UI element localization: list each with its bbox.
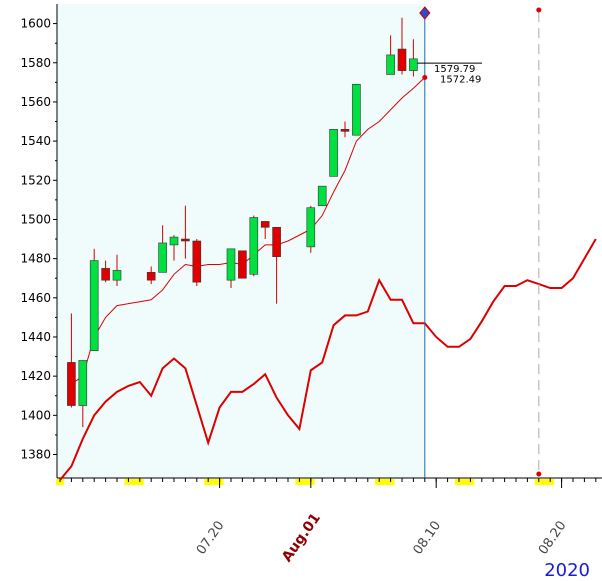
indicator-lines xyxy=(59,77,597,481)
candle-up xyxy=(226,248,236,281)
forecast-line xyxy=(59,238,597,481)
candle-up xyxy=(169,236,179,246)
candle-down xyxy=(67,362,76,406)
candle-down xyxy=(260,221,270,228)
y-tick-label: 1520 xyxy=(20,173,51,187)
y-tick-label: 1580 xyxy=(20,56,51,70)
average-label: 1572.49 xyxy=(440,74,481,85)
candle-up xyxy=(78,360,88,406)
average-marker xyxy=(422,74,428,80)
y-tick-label: 1440 xyxy=(20,330,51,344)
y-tick-label: 1560 xyxy=(20,95,51,109)
candle-down xyxy=(101,268,110,281)
y-tick-label: 1480 xyxy=(20,252,51,266)
candle-down xyxy=(340,129,350,132)
y-tick-label: 1500 xyxy=(20,212,51,226)
weekend-marker xyxy=(534,479,555,485)
candle-up xyxy=(329,129,338,177)
weekend-marker xyxy=(295,479,315,485)
weekend-marker xyxy=(455,479,475,485)
weekend-marker xyxy=(124,479,144,485)
candle-up xyxy=(112,270,122,281)
candle-up xyxy=(317,185,327,207)
x-tick-label: 08.20 xyxy=(536,518,570,557)
y-axis: 1380 1400 1420 1440 1460 1480 1500 1520 1540 1560… xyxy=(20,4,58,478)
candle-down xyxy=(397,48,407,71)
candle-down xyxy=(272,226,281,257)
candle-up xyxy=(306,207,316,248)
x-axis: 07.20 Aug.01 08.10 08.20 xyxy=(56,477,602,565)
candle-up xyxy=(352,84,361,136)
x-tick-label: 07.20 xyxy=(194,518,228,557)
candles xyxy=(67,17,418,428)
last-close-label: 1579.79 xyxy=(434,64,475,75)
candle-down xyxy=(181,238,190,242)
weekend-marker xyxy=(204,479,224,485)
x-tick-label: Aug.01 xyxy=(279,510,324,565)
candle-up xyxy=(89,260,99,351)
moving-average-line xyxy=(71,77,426,385)
y-tick-label: 1380 xyxy=(20,447,51,461)
forecast-bottom-marker xyxy=(536,471,542,477)
x-tick-label: 08.10 xyxy=(411,518,445,557)
y-tick-label: 1420 xyxy=(20,369,51,383)
forecast-top-marker xyxy=(536,7,542,13)
candle-up xyxy=(386,54,395,75)
y-tick-label: 1460 xyxy=(20,291,51,305)
y-tick-label: 1540 xyxy=(20,134,51,148)
candle-down xyxy=(192,240,202,283)
candle-up xyxy=(158,242,167,273)
year-label: 2020 xyxy=(544,560,590,581)
y-tick-label: 1600 xyxy=(20,17,51,31)
candle-up xyxy=(249,217,259,275)
y-tick-label: 1400 xyxy=(20,408,51,422)
shaded-history-region xyxy=(57,4,426,478)
cursor-diamond xyxy=(419,6,431,20)
weekend-marker xyxy=(375,479,395,485)
candle-down xyxy=(146,272,156,281)
candle-down xyxy=(238,250,247,279)
candle-up xyxy=(409,58,418,71)
